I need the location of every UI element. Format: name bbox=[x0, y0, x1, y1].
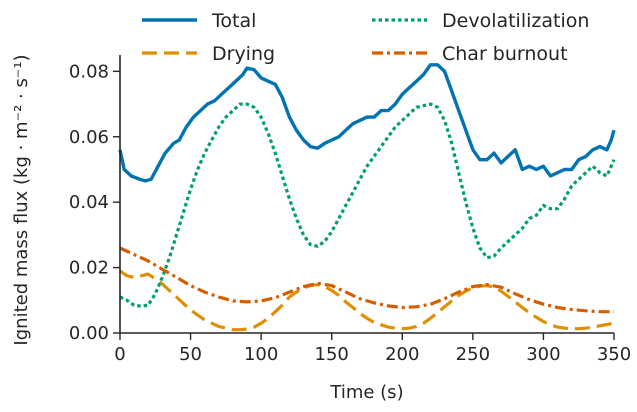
y-tick-label: 0.08 bbox=[69, 61, 109, 82]
y-tick-label: 0.04 bbox=[69, 192, 109, 213]
series-line-devolatilization bbox=[119, 102, 616, 308]
x-tick-label: 100 bbox=[244, 344, 278, 365]
x-ticks: 0 50 100 150 200 250 300 350 bbox=[114, 333, 631, 365]
legend-label: Drying bbox=[212, 43, 275, 65]
x-tick-label: 350 bbox=[597, 344, 631, 365]
x-axis-label: Time (s) bbox=[329, 382, 403, 403]
x-tick-label: 0 bbox=[114, 344, 125, 365]
legend-label: Total bbox=[211, 10, 256, 32]
series-line-total bbox=[118, 63, 616, 183]
y-tick-label: 0.06 bbox=[69, 127, 109, 148]
series-line-drying bbox=[119, 269, 615, 332]
legend: Total Drying Devolatilization Char burnout bbox=[142, 10, 589, 65]
y-tick-label: 0.02 bbox=[69, 258, 109, 279]
x-tick-label: 150 bbox=[315, 344, 349, 365]
x-tick-label: 300 bbox=[526, 344, 560, 365]
legend-label: Devolatilization bbox=[442, 10, 589, 32]
x-tick-label: 50 bbox=[179, 344, 202, 365]
x-tick-label: 200 bbox=[385, 344, 419, 365]
x-tick-label: 250 bbox=[456, 344, 490, 365]
series-layer bbox=[118, 63, 616, 332]
y-axis-label: Ignited mass flux (kg · m⁻² · s⁻¹) bbox=[11, 54, 32, 345]
legend-label: Char burnout bbox=[442, 43, 568, 65]
series-line-char-burnout bbox=[119, 246, 614, 314]
y-ticks: 0.00 0.02 0.04 0.06 0.08 bbox=[69, 61, 120, 344]
y-tick-label: 0.00 bbox=[69, 323, 109, 344]
axes bbox=[119, 55, 614, 334]
